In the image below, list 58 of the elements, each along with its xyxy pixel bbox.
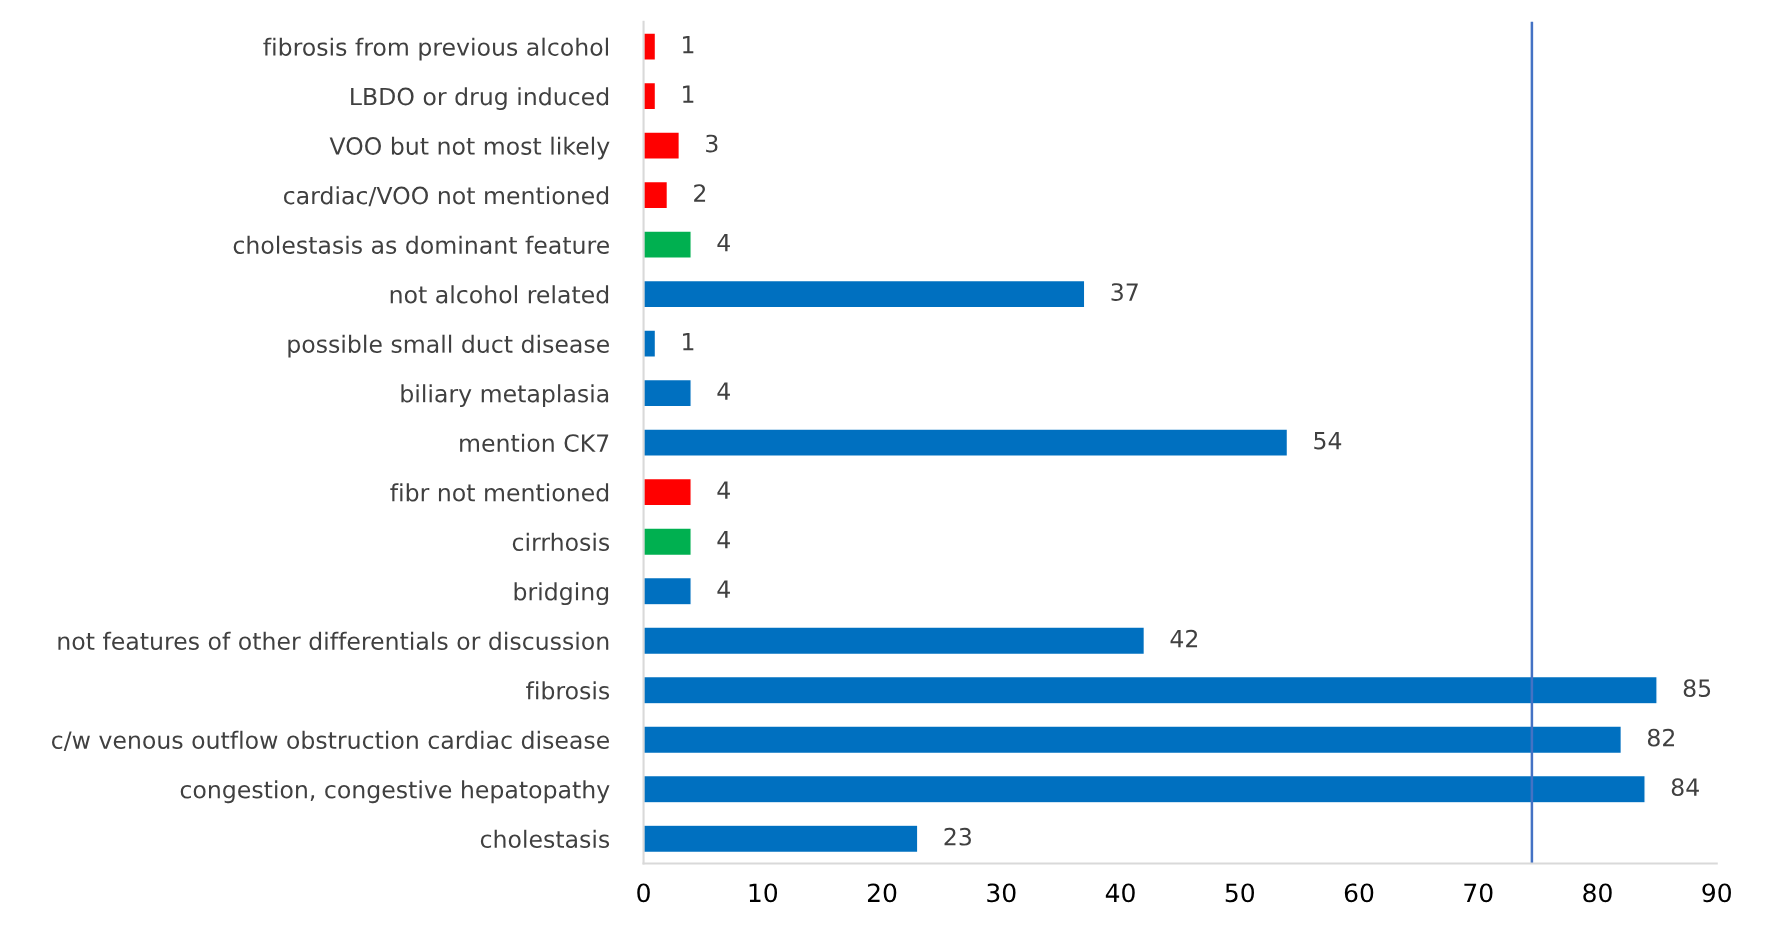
data-label: 54 (1314, 431, 1342, 450)
data-label: 23 (944, 827, 971, 846)
x-tick-label: 10 (749, 883, 778, 903)
y-tick-label: VOO but not most likely (329, 136, 610, 160)
y-tick-label: congestion, congestive hepatopathy (180, 780, 610, 804)
x-tick-label: 60 (1344, 883, 1374, 903)
data-label: 85 (1683, 679, 1711, 698)
y-tick-label: fibrosis (526, 681, 610, 700)
x-tick-label: 30 (987, 883, 1016, 903)
bar (643, 428, 1289, 458)
data-label: 2 (694, 184, 706, 202)
data-label: 3 (706, 134, 718, 153)
bar (643, 279, 1086, 309)
data-label: 1 (683, 85, 694, 103)
y-tick-label: cholestasis (480, 829, 610, 849)
data-label: 4 (717, 481, 730, 499)
bar (643, 626, 1146, 656)
y-tick-label: fibrosis from previous alcohol (263, 37, 609, 61)
x-tick-label: 70 (1464, 883, 1493, 903)
data-label: 37 (1111, 283, 1138, 302)
data-label: 84 (1671, 778, 1699, 797)
y-tick-label: cholestasis as dominant feature (233, 235, 609, 254)
y-tick-label: not features of other differentials or discussion (58, 631, 609, 651)
data-label: 82 (1647, 728, 1675, 747)
y-tick-label: cardiac/VOO not mentioned (284, 186, 609, 207)
y-tick-label: cirrhosis (512, 532, 610, 552)
y-tick-label: bridging (514, 582, 609, 606)
x-tick-label: 20 (867, 883, 897, 903)
y-tick-label: LBDO or drug induced (351, 87, 609, 111)
bar (643, 230, 692, 259)
x-tick-label: 90 (1702, 883, 1731, 903)
y-tick-label: possible small duct disease (288, 334, 609, 358)
y-tick-label: biliary metaplasia (401, 384, 609, 408)
data-label: 1 (683, 332, 694, 351)
y-tick-label: not alcohol related (390, 285, 609, 304)
bar (643, 824, 919, 854)
x-tick-label: 40 (1105, 883, 1135, 903)
bar (643, 675, 1658, 705)
bar (643, 774, 1646, 804)
data-label: 1 (683, 35, 694, 54)
bar (643, 131, 681, 160)
bar (643, 576, 692, 606)
y-tick-label: fibr not mentioned (390, 483, 609, 502)
data-label: 4 (717, 233, 730, 252)
data-label: 4 (717, 531, 730, 549)
x-tick-label: 80 (1583, 883, 1612, 903)
data-label: 42 (1170, 629, 1198, 648)
bar (643, 477, 692, 507)
bar (643, 725, 1623, 755)
x-tick-label: 0 (637, 883, 650, 903)
data-label: 4 (717, 580, 730, 598)
x-tick-label: 50 (1225, 883, 1255, 903)
bar (643, 378, 692, 408)
y-tick-label: c/w venous outflow obstruction cardiac disease (51, 730, 609, 751)
bar (643, 180, 669, 210)
bar (643, 527, 692, 557)
data-label: 4 (717, 382, 730, 400)
y-tick-label: mention CK7 (460, 433, 609, 452)
